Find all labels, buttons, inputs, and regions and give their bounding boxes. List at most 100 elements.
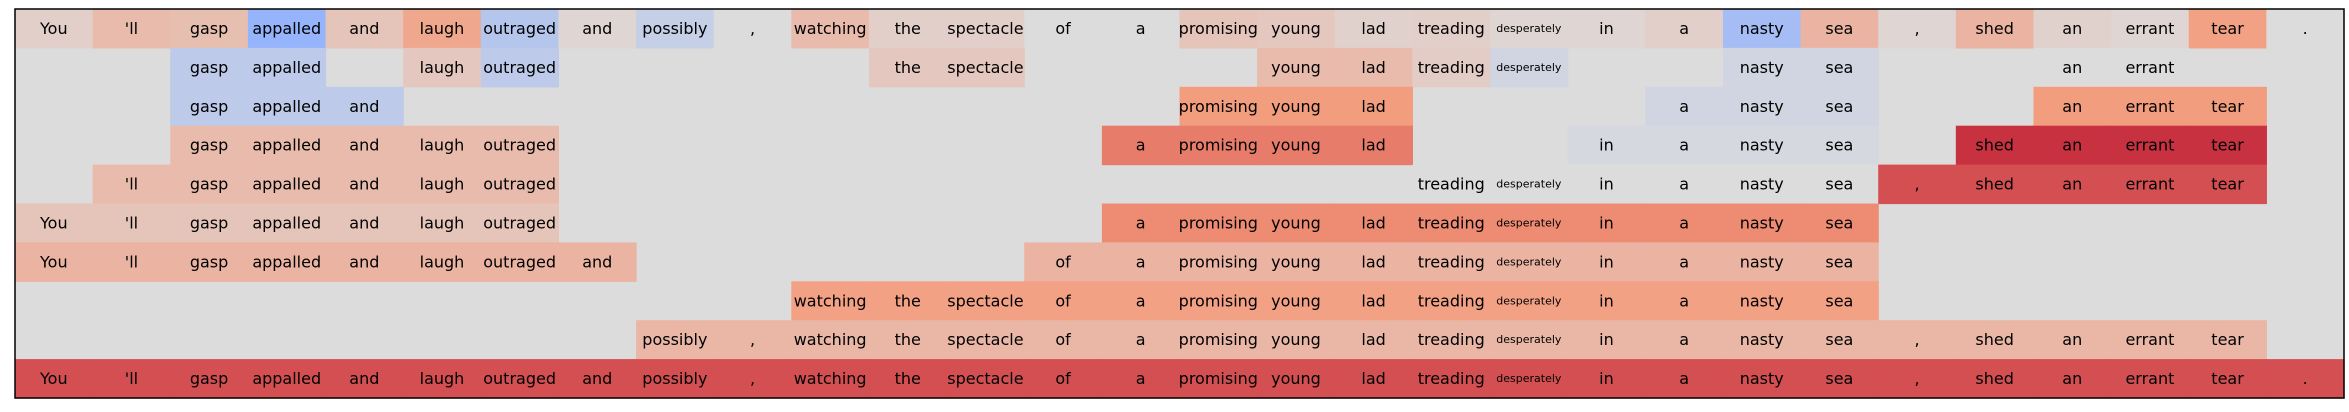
token-label: lad: [1361, 97, 1385, 116]
heatmap-cell: [247, 47, 327, 88]
heatmap-cell: [1101, 203, 1181, 243]
heatmap-cell: [558, 9, 637, 49]
token-label: a: [1679, 97, 1689, 116]
token-label: desperately: [1496, 178, 1562, 191]
token-label: lad: [1361, 330, 1385, 349]
token-label: treading: [1418, 252, 1485, 271]
token-label: and: [582, 19, 612, 38]
token-label: 'll: [125, 252, 138, 271]
heatmap-cell: [1412, 281, 1491, 321]
token-label: gasp: [190, 213, 228, 232]
token-label: 'll: [125, 369, 138, 388]
heatmap-cell: [247, 164, 327, 205]
token-label: ,: [1914, 19, 1919, 38]
token-label: appalled: [252, 58, 321, 77]
token-label: tear: [2211, 330, 2244, 349]
token-label: nasty: [1740, 291, 1784, 310]
token-label: errant: [2125, 97, 2174, 116]
token-label: nasty: [1740, 58, 1784, 77]
heatmap-cell: [2111, 359, 2190, 399]
token-label: an: [2062, 330, 2082, 349]
token-label: a: [1679, 136, 1689, 155]
token-label: errant: [2125, 58, 2174, 77]
token-label: a: [1679, 369, 1689, 388]
token-label: of: [1055, 252, 1071, 271]
token-label: in: [1599, 136, 1614, 155]
token-label: appalled: [252, 369, 321, 388]
token-label: young: [1271, 291, 1321, 310]
heatmap-cell: [1645, 125, 1724, 166]
token-label: a: [1136, 252, 1146, 271]
heatmap-cell: [1257, 359, 1336, 399]
heatmap-cell: [170, 164, 249, 205]
token-label: 'll: [125, 175, 138, 194]
heatmap-cell: [1490, 203, 1569, 243]
token-label: sea: [1825, 19, 1853, 38]
heatmap-cell: [247, 242, 327, 282]
token-label: laugh: [420, 175, 465, 194]
token-label: outraged: [483, 136, 556, 155]
token-label: desperately: [1496, 372, 1562, 385]
token-label: laugh: [420, 252, 465, 271]
token-label: errant: [2125, 175, 2174, 194]
token-label: in: [1599, 330, 1614, 349]
heatmap-cell: [1490, 47, 1569, 88]
token-label: tear: [2211, 369, 2244, 388]
token-label: the: [895, 58, 921, 77]
heatmap-cell: [1800, 203, 1879, 243]
heatmap-cell: [1567, 359, 1646, 399]
token-label: ,: [1914, 330, 1919, 349]
token-label: ,: [1914, 175, 1919, 194]
token-label: gasp: [190, 369, 228, 388]
heatmap-cell: [1101, 125, 1181, 166]
heatmap-cell: [403, 203, 482, 243]
token-label: desperately: [1496, 61, 1562, 74]
heatmap-cell: [2033, 320, 2112, 360]
heatmap-cell: [1800, 47, 1879, 88]
heatmap-cell: [1334, 86, 1413, 127]
token-label: You: [39, 252, 68, 271]
heatmap-cell: [92, 203, 171, 243]
heatmap-cell: [403, 359, 482, 399]
heatmap-cell: [946, 47, 1025, 88]
heatmap-cell: [325, 86, 404, 127]
heatmap-cell: [2188, 86, 2267, 127]
heatmap-cell: [1490, 242, 1569, 282]
token-label: the: [895, 369, 921, 388]
token-label: and: [349, 136, 379, 155]
heatmap-cell: [1567, 125, 1646, 166]
heatmap-cell: [1567, 203, 1646, 243]
heatmap-cell: [2033, 125, 2112, 166]
token-label: shed: [1975, 175, 2013, 194]
heatmap-cell: [1101, 242, 1181, 282]
token-label: of: [1055, 369, 1071, 388]
token-label: tear: [2211, 97, 2244, 116]
token-label: watching: [794, 369, 867, 388]
heatmap-cell: [15, 359, 94, 399]
token-label: lad: [1361, 19, 1385, 38]
token-label: watching: [794, 291, 867, 310]
token-label: in: [1599, 19, 1614, 38]
heatmap-cell: [636, 9, 715, 49]
heatmap-cell: [1567, 164, 1646, 205]
heatmap-cell: [1257, 242, 1336, 282]
token-label: and: [349, 252, 379, 271]
token-label: laugh: [420, 213, 465, 232]
token-label: lad: [1361, 213, 1385, 232]
token-label: errant: [2125, 330, 2174, 349]
token-label: in: [1599, 175, 1614, 194]
heatmap-cell: [791, 359, 870, 399]
heatmap-cell: [1179, 203, 1258, 243]
token-label: outraged: [483, 175, 556, 194]
heatmap-cell: [170, 242, 249, 282]
heatmap-cell: [1334, 242, 1413, 282]
token-label: promising: [1179, 252, 1258, 271]
token-label: outraged: [483, 58, 556, 77]
token-label: treading: [1418, 58, 1485, 77]
heatmap-cell: [1490, 359, 1569, 399]
token-label: outraged: [483, 213, 556, 232]
heatmap-cell: [2111, 320, 2190, 360]
heatmap-cell: [1567, 320, 1646, 360]
heatmap-cell: [2033, 86, 2112, 127]
token-label: promising: [1179, 136, 1258, 155]
